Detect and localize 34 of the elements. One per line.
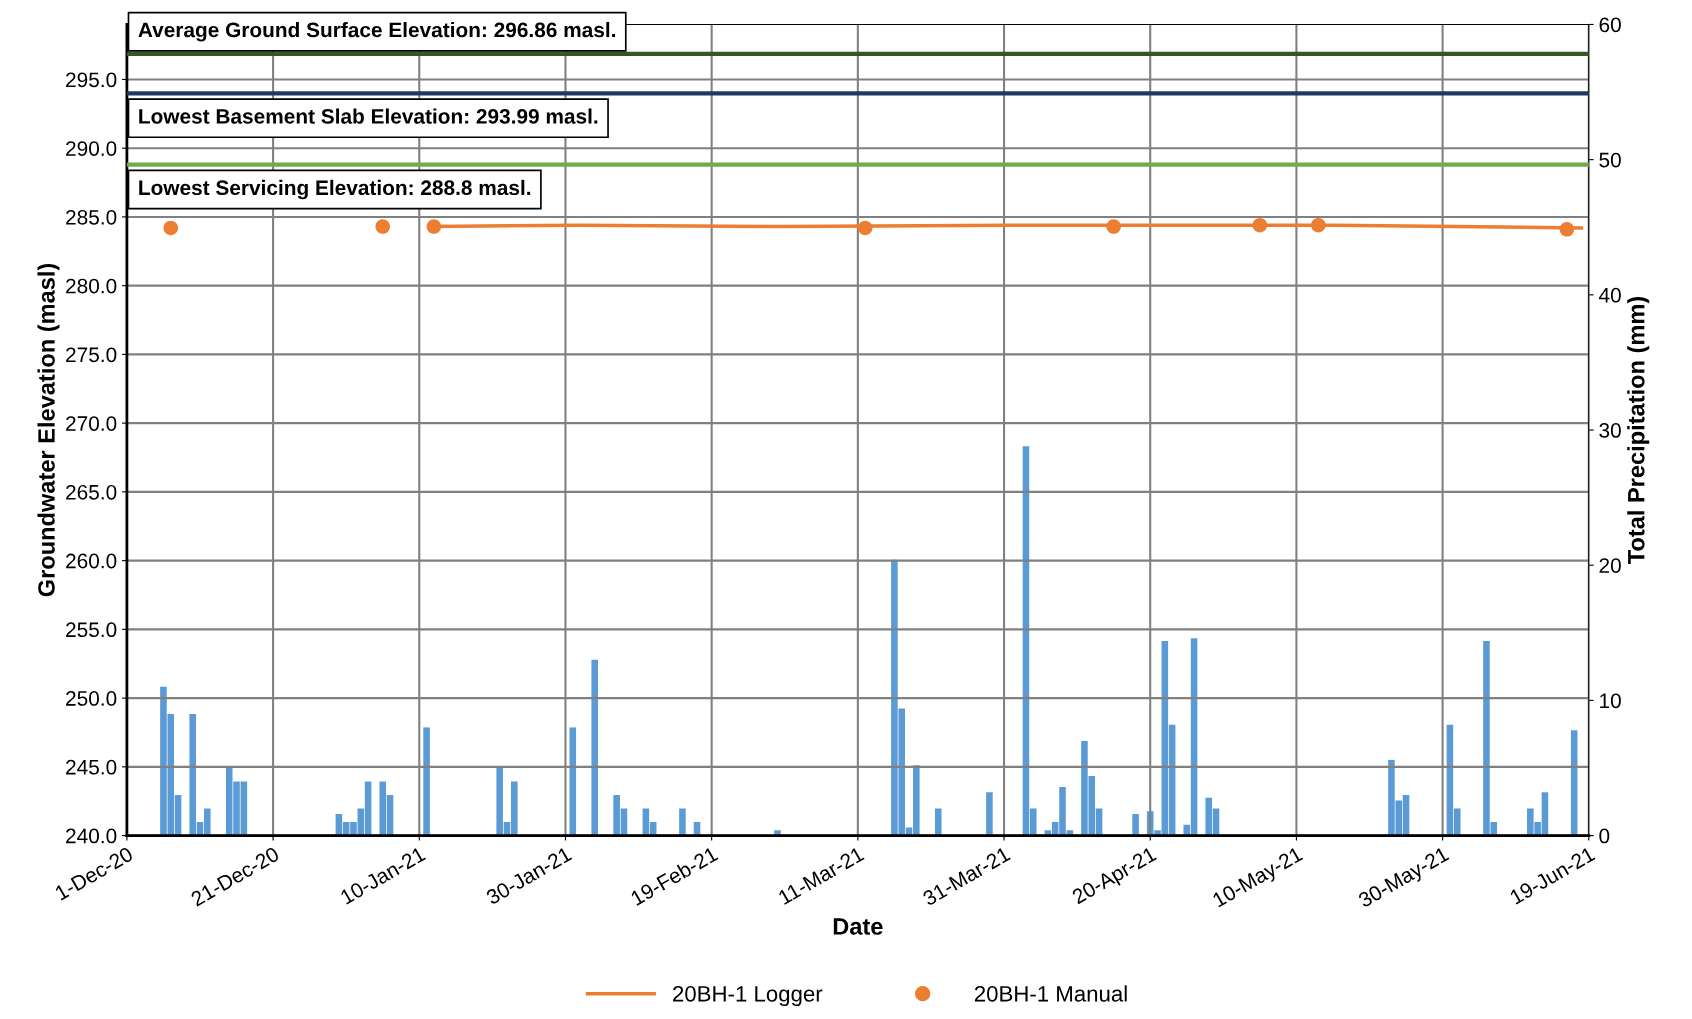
legend-label: 20BH-1 Manual [974, 985, 1127, 1002]
bar [679, 808, 686, 836]
y-axis-title: Groundwater Elevation (masl) [37, 263, 60, 597]
ref-line-label: Average Ground Surface Elevation: 296.86 masl. [138, 21, 616, 42]
y-tick-label: 245.0 [66, 759, 117, 775]
y-tick-label: 270.0 [66, 416, 117, 431]
y2-tick-label: 50 [1599, 152, 1621, 168]
y-tick-label: 290.0 [66, 141, 117, 156]
bar [934, 808, 942, 836]
y-tick-label: 275.0 [66, 347, 117, 363]
bar [569, 727, 577, 836]
ref-line-label: Lowest Basement Slab Elevation: 293.99 masl. [139, 108, 598, 124]
y2-tick-label: 40 [1598, 287, 1621, 303]
y-tick-label: 260.0 [66, 553, 117, 569]
y-tick-label: 285.0 [66, 209, 117, 225]
legend-label: 20BH-1 Logger [673, 985, 823, 1007]
y2-axis-title: Total Precipitation (mm) [1627, 296, 1650, 564]
bar [591, 659, 598, 836]
y-tick-label: 295.0 [66, 72, 117, 88]
x-axis-title: Date [833, 918, 883, 935]
y2-tick-label: 0 [1599, 828, 1610, 844]
bar [986, 792, 993, 836]
bar [423, 727, 430, 836]
y2-tick-label: 10 [1600, 693, 1621, 709]
y-tick-label: 265.0 [66, 484, 117, 500]
y2-tick-label: 20 [1599, 558, 1621, 573]
y2-tick-label: 60 [1599, 17, 1621, 33]
y-tick-label: 240.0 [66, 828, 117, 844]
y-tick-label: 255.0 [66, 622, 117, 638]
y2-tick-label: 30 [1599, 423, 1621, 438]
y-tick-label: 250.0 [66, 691, 117, 706]
y-tick-label: 280.0 [66, 278, 117, 294]
ref-line-label: Lowest Servicing Elevation: 288.8 masl. [139, 179, 531, 200]
bar [1132, 813, 1139, 836]
